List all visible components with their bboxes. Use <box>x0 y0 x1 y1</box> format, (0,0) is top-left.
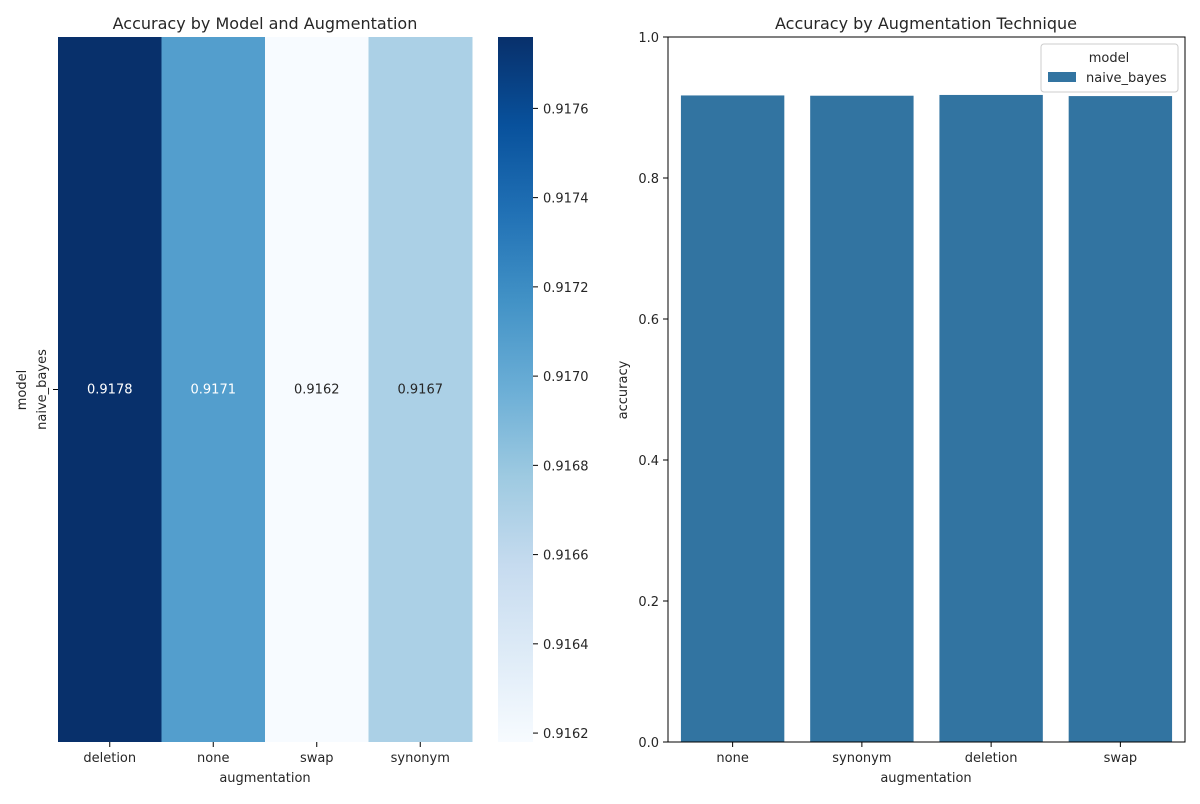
bar <box>939 94 1043 743</box>
bar-chart-x-ticks: none synonym deletion swap <box>716 742 1137 766</box>
bar-chart-x-tick-label: deletion <box>965 751 1018 766</box>
bar <box>680 95 785 742</box>
heatmap-chart: Accuracy by Model and Augmentation 0.917… <box>15 14 589 786</box>
bar-chart-y-tick-label: 0.4 <box>638 454 659 469</box>
bar-chart-y-tick-label: 1.0 <box>638 31 659 46</box>
heatmap-x-tick-label: deletion <box>83 751 136 766</box>
colorbar-ticks: 0.9162 0.9164 0.9166 0.9168 0.9170 0.9172 0.91… <box>533 102 589 742</box>
heatmap-cells: 0.9178 0.9171 0.9162 0.9167 <box>58 37 473 742</box>
heatmap-cell-value: 0.9162 <box>294 383 340 398</box>
heatmap-x-axis-label: augmentation <box>219 771 310 786</box>
colorbar-tick-label: 0.9170 <box>543 370 589 385</box>
bar-chart-x-tick-label: swap <box>1104 751 1138 766</box>
heatmap-x-ticks: deletion none swap synonym <box>83 742 450 766</box>
bar-chart-x-axis-label: augmentation <box>880 771 971 786</box>
heatmap-cell-value: 0.9171 <box>191 383 237 398</box>
colorbar-tick-label: 0.9164 <box>543 638 589 653</box>
heatmap-cell-value: 0.9178 <box>87 383 133 398</box>
heatmap-x-tick-label: none <box>197 751 229 766</box>
colorbar-tick-label: 0.9162 <box>543 727 589 742</box>
legend: model naive_bayes <box>1040 43 1179 93</box>
bar-chart-y-axis-label: accuracy <box>616 360 631 419</box>
colorbar-tick-label: 0.9168 <box>543 459 589 474</box>
bar-chart-bars <box>680 94 1173 743</box>
legend-swatch <box>1048 72 1076 82</box>
bar-chart-x-tick-label: synonym <box>832 751 891 766</box>
heatmap-cell <box>265 37 369 742</box>
bar-chart-y-tick-label: 0.6 <box>638 313 659 328</box>
colorbar-gradient <box>498 37 533 742</box>
heatmap-title: Accuracy by Model and Augmentation <box>113 14 418 33</box>
colorbar-tick-label: 0.9166 <box>543 549 589 564</box>
bar-chart-x-tick-label: none <box>716 751 748 766</box>
heatmap-cell-value: 0.9167 <box>398 383 444 398</box>
bar-chart-y-ticks: 0.0 0.2 0.4 0.6 0.8 1.0 <box>638 31 668 751</box>
bar-chart-y-tick-label: 0.2 <box>638 595 659 610</box>
colorbar-tick-label: 0.9176 <box>543 102 589 117</box>
bar-chart: Accuracy by Augmentation Technique 0.00.… <box>616 14 1186 786</box>
heatmap-cell <box>161 37 266 742</box>
heatmap-y-axis-label: model <box>15 370 30 410</box>
colorbar-tick-label: 0.9172 <box>543 281 589 296</box>
heatmap-cell <box>58 37 162 742</box>
heatmap-y-tick-label: naive_bayes <box>35 349 50 430</box>
heatmap-y-ticks: naive_bayes <box>35 349 58 430</box>
bar-chart-y-tick-label: 0.8 <box>638 172 659 187</box>
legend-entry-label: naive_bayes <box>1086 71 1167 86</box>
bar <box>1068 96 1173 743</box>
colorbar-tick-label: 0.9174 <box>543 192 589 207</box>
bar-chart-y-tick-label: 0.0 <box>638 736 659 751</box>
bar <box>810 95 914 742</box>
heatmap-cell <box>368 37 473 742</box>
bar-chart-frame <box>667 36 1186 743</box>
bar-chart-title: Accuracy by Augmentation Technique <box>775 14 1077 33</box>
heatmap-x-tick-label: swap <box>300 751 334 766</box>
legend-title: model <box>1089 51 1129 66</box>
heatmap-x-tick-label: synonym <box>391 751 450 766</box>
colorbar: 0.9162 0.9164 0.9166 0.9168 0.9170 0.9172 0.91… <box>498 37 589 742</box>
